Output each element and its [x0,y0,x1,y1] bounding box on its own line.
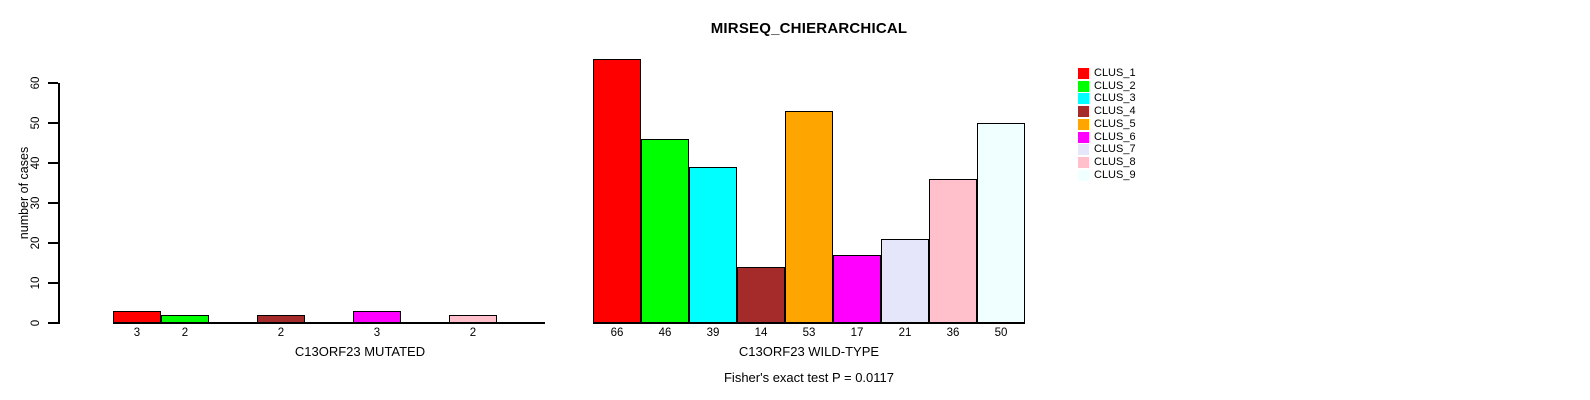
y-tick [48,122,58,124]
legend-item: CLUS_8 [1078,156,1136,169]
legend-item: CLUS_3 [1078,93,1136,106]
y-tick-label: 0 [30,319,42,327]
y-axis-label: number of cases [17,146,31,240]
legend-swatch-icon [1078,144,1089,156]
x-axis-line-mutated [113,322,545,324]
bar-value-label: 17 [850,327,864,339]
y-tick [48,282,58,284]
legend-swatch-icon [1078,93,1089,105]
legend-swatch-icon [1078,131,1089,143]
bar-clus_9 [977,123,1025,323]
legend-label: CLUS_1 [1094,66,1136,79]
y-tick-label: 10 [30,276,42,290]
x-axis-label-mutated: C13ORF23 MUTATED [294,344,426,359]
y-tick-label: 40 [30,156,42,170]
bar-clus_4 [737,267,785,323]
y-tick [48,322,58,324]
legend-label: CLUS_5 [1094,117,1136,130]
legend-item: CLUS_4 [1078,105,1136,118]
y-tick [48,162,58,164]
legend-label: CLUS_9 [1094,168,1136,181]
legend-item: CLUS_1 [1078,67,1136,80]
bar-clus_8 [449,315,497,323]
bar-value-label: 50 [994,327,1008,339]
bar-value-label: 2 [181,327,189,339]
x-axis-label-wildtype: C13ORF23 WILD-TYPE [738,344,880,359]
legend: CLUS_1 CLUS_2 CLUS_3 CLUS_4 CLUS_5 CLUS_6 CLUS… [1078,67,1136,182]
y-tick [48,202,58,204]
legend-label: CLUS_6 [1094,130,1136,143]
bar-clus_1 [593,59,641,323]
y-tick-label: 60 [30,76,42,90]
fisher-test-annotation: Fisher's exact test P = 0.0117 [723,370,894,385]
chart-title: MIRSEQ_CHIERARCHICAL [710,20,908,37]
bar-value-label: 53 [802,327,816,339]
legend-swatch-icon [1078,80,1089,92]
bar-clus_2 [161,315,209,323]
y-tick-label: 30 [30,196,42,210]
legend-swatch-icon [1078,157,1089,169]
bar-clus_7 [881,239,929,323]
legend-swatch-icon [1078,118,1089,130]
legend-label: CLUS_3 [1094,92,1136,105]
y-tick-label: 20 [30,236,42,250]
bar-clus_3 [689,167,737,323]
legend-label: CLUS_8 [1094,156,1136,169]
legend-item: CLUS_6 [1078,131,1136,144]
legend-swatch-icon [1078,106,1089,118]
y-tick [48,242,58,244]
y-tick [48,82,58,84]
bar-value-label: 14 [754,327,768,339]
bar-clus_6 [833,255,881,323]
legend-item: CLUS_2 [1078,80,1136,93]
legend-swatch-icon [1078,67,1089,79]
legend-item: CLUS_5 [1078,118,1136,131]
y-axis-line [58,83,60,324]
bar-clus_4 [257,315,305,323]
bar-value-label: 2 [277,327,285,339]
legend-label: CLUS_4 [1094,105,1136,118]
legend-swatch-icon [1078,169,1089,181]
legend-label: CLUS_2 [1094,79,1136,92]
bar-value-label: 21 [898,327,912,339]
bar-clus_6 [353,311,401,323]
bar-clus_2 [641,139,689,323]
legend-label: CLUS_7 [1094,143,1136,156]
legend-item: CLUS_7 [1078,144,1136,157]
bar-clus_1 [113,311,161,323]
bar-value-label: 2 [469,327,477,339]
bar-clus_5 [785,111,833,323]
bar-value-label: 3 [133,327,141,339]
legend-item: CLUS_9 [1078,169,1136,182]
bar-value-label: 36 [946,327,960,339]
y-tick-label: 50 [30,116,42,130]
bar-value-label: 39 [706,327,720,339]
bar-value-label: 46 [658,327,672,339]
bar-value-label: 66 [610,327,624,339]
bar-clus_8 [929,179,977,323]
bar-value-label: 3 [373,327,381,339]
